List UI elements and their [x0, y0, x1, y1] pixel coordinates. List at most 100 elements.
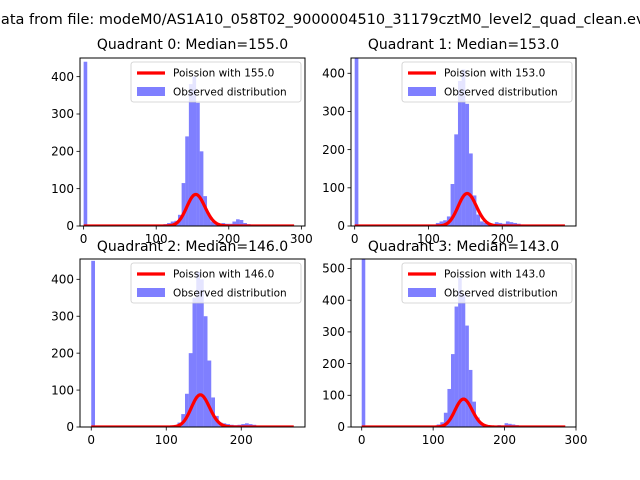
y-tick-label: 500 [322, 262, 345, 276]
legend-line-label: Poission with 146.0 [173, 269, 274, 281]
histogram-bar [505, 221, 510, 226]
histogram-bar [83, 61, 88, 226]
x-tick-label: 300 [290, 232, 313, 246]
y-tick-label: 0 [66, 219, 74, 233]
y-tick-label: 300 [322, 325, 345, 339]
legend-line-label: Poission with 153.0 [444, 68, 545, 80]
figure-suptitle: Data from file: modeM0/AS1A10_058T02_900… [0, 12, 640, 28]
histogram-bar [232, 221, 237, 226]
histogram-bar [361, 259, 366, 427]
histogram-bar [451, 354, 455, 427]
y-tick-label: 200 [51, 145, 74, 159]
legend-bar-label: Observed distribution [173, 87, 287, 99]
y-tick-label: 300 [322, 105, 345, 119]
quadrant-2-panel: 0 100 200 300 400 0 100 200 Poission with 146.0 O… [51, 239, 306, 447]
poisson-curve [360, 397, 567, 427]
x-tick-label: 200 [217, 232, 240, 246]
x-tick-label: 100 [422, 433, 445, 447]
legend-bar-swatch [408, 87, 436, 96]
quadrant-1-title: Quadrant 1: Median=153.0 [368, 37, 559, 53]
histogram-bar [472, 195, 477, 226]
histogram-bar [439, 221, 444, 226]
y-tick-label: 400 [322, 66, 345, 80]
quadrant-2-title: Quadrant 2: Median=146.0 [97, 239, 288, 255]
quadrant-2-legend: Poission with 146.0 Observed distribution [130, 262, 302, 304]
histogram-bar [461, 69, 466, 226]
histogram-bar [185, 393, 189, 427]
x-tick-label: 100 [417, 232, 440, 246]
quadrant-3-frame [350, 258, 577, 428]
histogram-bar [454, 134, 458, 226]
y-tick-label: 0 [337, 219, 345, 233]
histogram-bar [476, 417, 480, 427]
y-tick-label: 300 [51, 309, 74, 323]
quadrant-0-panel: 0 100 200 300 400 0 100 200 300 Poission with 155… [51, 37, 313, 246]
histogram-bar [192, 297, 197, 427]
histogram-bar [188, 353, 193, 427]
histogram-bar [192, 76, 197, 226]
x-tick-label: 0 [358, 433, 366, 447]
quadrant-0-frame [79, 57, 306, 227]
y-tick-label: 100 [322, 181, 345, 195]
y-tick-label: 200 [322, 143, 345, 157]
x-tick-label: 300 [565, 433, 588, 447]
poisson-curve [353, 191, 566, 226]
histogram-bar [210, 221, 215, 226]
quadrant-2-frame [79, 258, 306, 428]
y-tick-label: 400 [322, 293, 345, 307]
y-tick-label: 400 [51, 70, 74, 84]
legend-box [401, 262, 573, 304]
poisson-curve [90, 393, 295, 427]
histogram-bar [185, 136, 189, 226]
legend-bar-label: Observed distribution [444, 288, 558, 300]
x-tick-label: 100 [145, 232, 168, 246]
histogram-bar [509, 222, 514, 226]
histogram-bar [188, 84, 193, 226]
histogram-bar [236, 219, 240, 226]
histogram-bar [200, 279, 204, 427]
histogram-bar [203, 316, 208, 427]
quadrant-0-legend: Poission with 155.0 Observed distribution [130, 61, 302, 103]
histogram-bar [457, 80, 462, 226]
histogram-bar [199, 151, 204, 226]
x-tick-label: 100 [155, 433, 178, 447]
quadrant-3-legend: Poission with 143.0 Observed distribution [401, 262, 573, 304]
histogram-bar [465, 325, 469, 427]
legend-box [130, 262, 302, 304]
histogram-bar [196, 271, 200, 427]
x-tick-label: 0 [351, 232, 359, 246]
legend-box [130, 61, 302, 103]
histogram-bar [480, 221, 484, 226]
histogram-bar [504, 423, 509, 427]
histogram-bar [196, 102, 200, 226]
histogram-bar [465, 103, 470, 226]
y-tick-label: 300 [51, 107, 74, 121]
histogram-bar [461, 293, 466, 427]
quadrant-0-title: Quadrant 0: Median=155.0 [97, 37, 288, 53]
x-tick-label: 0 [80, 232, 88, 246]
histogram-bar [450, 184, 455, 226]
legend-bar-swatch [408, 288, 436, 297]
histogram-bar [476, 214, 481, 226]
histogram-bar [354, 58, 359, 226]
y-tick-label: 200 [51, 346, 74, 360]
histogram-bar [458, 278, 462, 427]
y-tick-label: 200 [322, 357, 345, 371]
quadrant-1-panel: 0 100 200 300 400 0 100 200 Poission with 153.0 O… [322, 37, 577, 246]
y-tick-label: 100 [51, 182, 74, 196]
histogram-bar [443, 412, 448, 427]
y-tick-label: 0 [66, 420, 74, 434]
histogram-bar [483, 222, 488, 226]
histogram-bar [245, 423, 249, 427]
y-tick-label: 100 [51, 383, 74, 397]
histogram-bar [447, 388, 451, 427]
legend-bar-label: Observed distribution [173, 288, 287, 300]
legend-bar-label: Observed distribution [444, 87, 558, 99]
histogram-bar [469, 153, 473, 226]
histogram-bar [207, 214, 211, 226]
legend-bar-swatch [137, 87, 165, 96]
legend-bar-swatch [137, 288, 165, 297]
y-tick-label: 100 [322, 389, 345, 403]
histogram-bar [91, 260, 95, 427]
